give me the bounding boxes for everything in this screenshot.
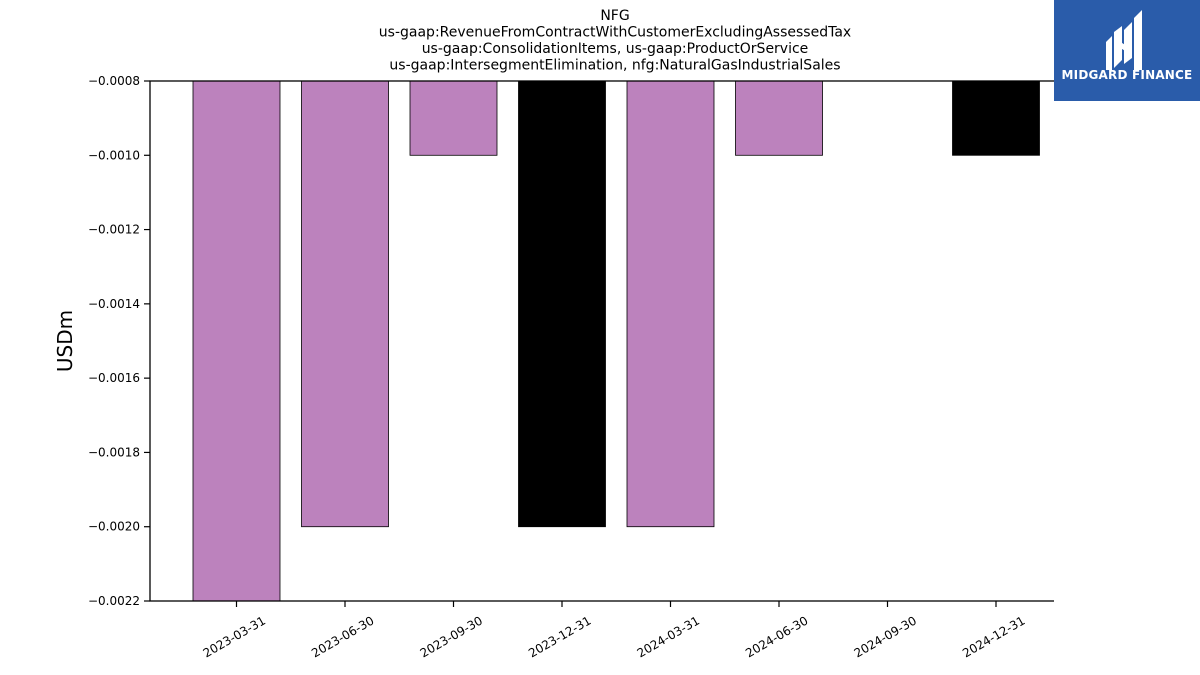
y-tick-label: −0.0014 (88, 297, 140, 311)
logo: MIDGARD FINANCE (1054, 0, 1200, 101)
x-tick-label: 2024-03-31 (635, 613, 702, 660)
bar-chart: NFGus-gaap:RevenueFromContractWithCustom… (53, 8, 1054, 660)
y-axis-label: USDm (53, 310, 77, 372)
midgard-m-icon (1054, 0, 1200, 101)
title-line-1: us-gaap:RevenueFromContractWithCustomerE… (379, 25, 851, 41)
y-tick-label: −0.0016 (88, 371, 140, 385)
bar-2024-12-31 (952, 80, 1040, 156)
x-tick-label: 2024-06-30 (743, 613, 810, 660)
y-tick-label: −0.0010 (88, 148, 140, 162)
bar-2023-06-30 (301, 80, 389, 528)
x-tick-label: 2023-06-30 (309, 613, 376, 660)
bar-2024-03-31 (626, 80, 715, 528)
y-tick-label: −0.0022 (88, 594, 140, 608)
title-line-3: us-gaap:IntersegmentElimination, nfg:Nat… (389, 58, 840, 74)
bar-2024-06-30 (735, 80, 823, 156)
plot-frame (149, 80, 1054, 602)
x-tick-label: 2023-09-30 (418, 613, 485, 660)
chart-title: NFGus-gaap:RevenueFromContractWithCustom… (379, 8, 851, 74)
x-axis: 2023-03-31 2023-06-30 2023-09-30 2023-12-31… (201, 601, 1028, 660)
y-tick-label: −0.0008 (88, 74, 140, 88)
y-tick-label: −0.0012 (88, 223, 140, 237)
logo-text: MIDGARD FINANCE (1061, 68, 1193, 82)
title-line-2: us-gaap:ConsolidationItems, us-gaap:Prod… (422, 41, 809, 57)
x-tick-label: 2023-03-31 (201, 613, 268, 660)
bars (192, 80, 1040, 602)
y-tick-label: −0.0020 (88, 520, 140, 534)
bar-2023-09-30 (409, 80, 498, 156)
x-tick-label: 2024-09-30 (852, 613, 919, 660)
bar-2023-03-31 (192, 80, 281, 602)
x-tick-label: 2023-12-31 (526, 613, 593, 660)
y-tick-label: −0.0018 (88, 445, 140, 459)
y-axis: −0.0008 −0.0010 −0.0012 −0.0014 −0.0016 −0.00… (88, 74, 150, 608)
title-line-0: NFG (600, 8, 629, 24)
bar-2023-12-31 (518, 80, 606, 528)
x-tick-label: 2024-12-31 (960, 613, 1027, 660)
